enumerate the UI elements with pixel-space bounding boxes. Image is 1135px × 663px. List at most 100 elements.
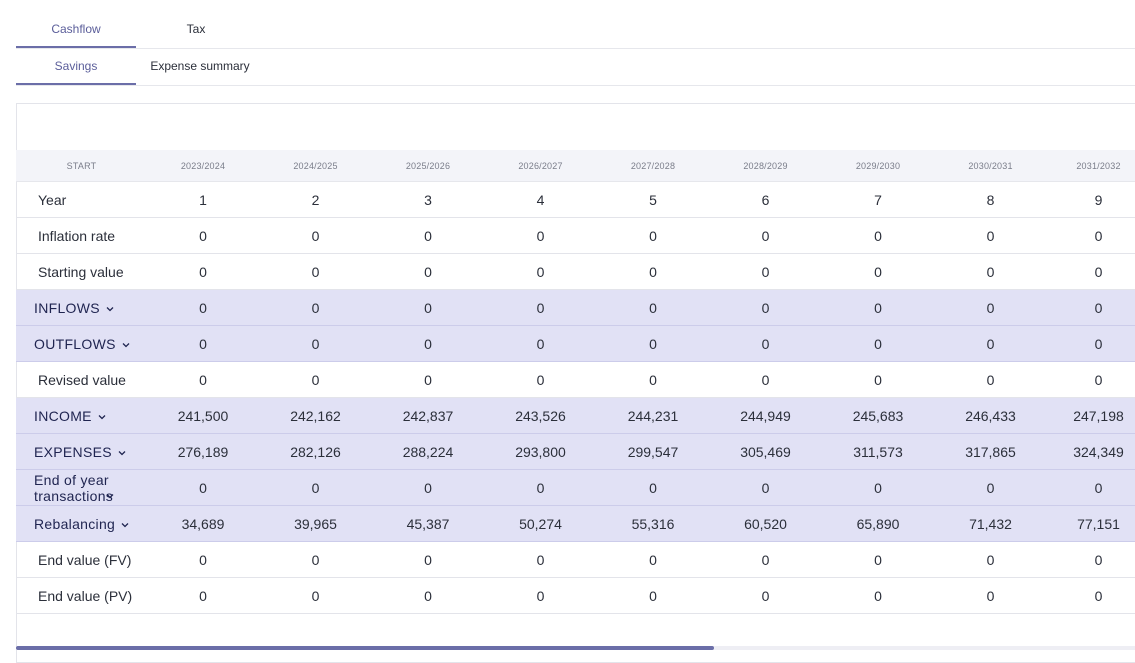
tab-expense-summary[interactable]: Expense summary — [150, 59, 250, 73]
table-cell: 55,316 — [597, 505, 709, 542]
table-cell: 0 — [709, 217, 822, 254]
table-cell: 0 — [484, 361, 597, 398]
table-header-row: START 2023/2024 2024/2025 2025/2026 2026/20… — [16, 150, 1135, 182]
table-row[interactable]: End of year transactions 0 0 0 0 0 0 0 0 0 — [16, 469, 1135, 506]
tab-tax[interactable]: Tax — [186, 22, 206, 36]
table-row[interactable]: INCOME 241,500 242,162 242,837 243,526 244,23… — [16, 397, 1135, 434]
table-cell: 5 — [597, 181, 709, 218]
chevron-down-icon[interactable] — [122, 341, 130, 349]
table-cell: 0 — [372, 289, 484, 326]
table-cell: 6 — [709, 181, 822, 218]
chevron-down-icon[interactable] — [106, 492, 114, 500]
tab-savings[interactable]: Savings — [16, 48, 136, 85]
chevron-down-icon[interactable] — [118, 449, 126, 457]
table-cell: 0 — [709, 289, 822, 326]
table-cell: 0 — [822, 253, 934, 290]
table-cell: 0 — [1047, 361, 1135, 398]
table-cell: 0 — [709, 541, 822, 578]
table-cell: 0 — [259, 541, 372, 578]
row-label: Year — [16, 181, 147, 218]
primary-tab-bar: Cashflow Tax — [16, 11, 1135, 49]
row-label-text: Revised value — [38, 371, 126, 388]
table-cell: 0 — [597, 289, 709, 326]
row-label[interactable]: End of year transactions — [16, 469, 147, 506]
table-cell: 0 — [934, 325, 1047, 362]
table-cell: 0 — [259, 469, 372, 506]
table-cell: 0 — [934, 361, 1047, 398]
horizontal-scrollbar-thumb[interactable] — [16, 646, 714, 650]
table-row: Starting value 0 0 0 0 0 0 0 0 0 — [16, 253, 1135, 290]
tab-cashflow[interactable]: Cashflow — [16, 11, 136, 48]
chevron-down-icon[interactable] — [121, 521, 129, 529]
table-cell: 244,231 — [597, 397, 709, 434]
table-cell: 0 — [1047, 289, 1135, 326]
header-period: 2025/2026 — [372, 150, 484, 182]
table-cell: 0 — [709, 361, 822, 398]
table-cell: 0 — [1047, 469, 1135, 506]
row-label-text: End value (FV) — [38, 551, 132, 568]
header-period: 2030/2031 — [934, 150, 1047, 182]
table-cell: 77,151 — [1047, 505, 1135, 542]
chevron-down-icon[interactable] — [98, 413, 106, 421]
table-row[interactable]: OUTFLOWS 0 0 0 0 0 0 0 0 0 — [16, 325, 1135, 362]
table-cell: 65,890 — [822, 505, 934, 542]
table-cell: 0 — [822, 361, 934, 398]
table-cell: 0 — [147, 541, 259, 578]
table-cell: 0 — [484, 253, 597, 290]
table-cell: 7 — [822, 181, 934, 218]
table-cell: 0 — [1047, 217, 1135, 254]
row-label-text: INCOME — [34, 407, 92, 424]
table-cell: 244,949 — [709, 397, 822, 434]
row-label: End value (FV) — [16, 541, 147, 578]
row-label[interactable]: INCOME — [16, 397, 147, 434]
table-cell: 45,387 — [372, 505, 484, 542]
table-cell: 0 — [822, 325, 934, 362]
row-label[interactable]: Rebalancing — [16, 505, 147, 542]
table-cell: 305,469 — [709, 433, 822, 470]
table-cell: 3 — [372, 181, 484, 218]
row-label-text: End of year transactions — [34, 471, 114, 504]
table-cell: 0 — [822, 541, 934, 578]
row-label[interactable]: EXPENSES — [16, 433, 147, 470]
row-label: Starting value — [16, 253, 147, 290]
table-cell: 0 — [709, 325, 822, 362]
chevron-down-icon[interactable] — [106, 305, 114, 313]
header-period: 2023/2024 — [147, 150, 259, 182]
table-cell: 50,274 — [484, 505, 597, 542]
table-cell: 0 — [597, 325, 709, 362]
row-label-text: OUTFLOWS — [34, 335, 116, 352]
row-label-text: Rebalancing — [34, 515, 116, 532]
row-label[interactable]: INFLOWS — [16, 289, 147, 326]
table-row[interactable]: Rebalancing 34,689 39,965 45,387 50,274 55,31… — [16, 505, 1135, 542]
header-period: 2027/2028 — [597, 150, 709, 182]
row-label-text: Inflation rate — [38, 227, 116, 244]
table-row: Revised value 0 0 0 0 0 0 0 0 0 — [16, 361, 1135, 398]
table-row: End value (PV) 0 0 0 0 0 0 0 0 0 — [16, 577, 1135, 614]
table-cell: 0 — [147, 577, 259, 614]
table-row[interactable]: INFLOWS 0 0 0 0 0 0 0 0 0 — [16, 289, 1135, 326]
table-cell: 243,526 — [484, 397, 597, 434]
table-cell: 0 — [822, 469, 934, 506]
table-cell: 0 — [597, 541, 709, 578]
table-cell: 246,433 — [934, 397, 1047, 434]
table-cell: 71,432 — [934, 505, 1047, 542]
table-cell: 0 — [597, 469, 709, 506]
table-cell: 0 — [372, 469, 484, 506]
table-cell: 0 — [372, 325, 484, 362]
table-row: Inflation rate 0 0 0 0 0 0 0 0 0 — [16, 217, 1135, 254]
table-cell: 0 — [934, 253, 1047, 290]
table-row[interactable]: EXPENSES 276,189 282,126 288,224 293,800 299,… — [16, 433, 1135, 470]
table-cell: 0 — [934, 541, 1047, 578]
row-label-text: INFLOWS — [34, 299, 100, 316]
table-cell: 0 — [934, 217, 1047, 254]
secondary-tab-bar: Savings Expense summary — [16, 48, 1135, 86]
table-cell: 299,547 — [597, 433, 709, 470]
table-cell: 0 — [484, 325, 597, 362]
row-label[interactable]: OUTFLOWS — [16, 325, 147, 362]
table-cell: 0 — [372, 577, 484, 614]
table-cell: 0 — [372, 361, 484, 398]
header-start: START — [16, 150, 147, 182]
row-label: Revised value — [16, 361, 147, 398]
table-row: End value (FV) 0 0 0 0 0 0 0 0 0 — [16, 541, 1135, 578]
row-label-text: End value (PV) — [38, 587, 133, 604]
